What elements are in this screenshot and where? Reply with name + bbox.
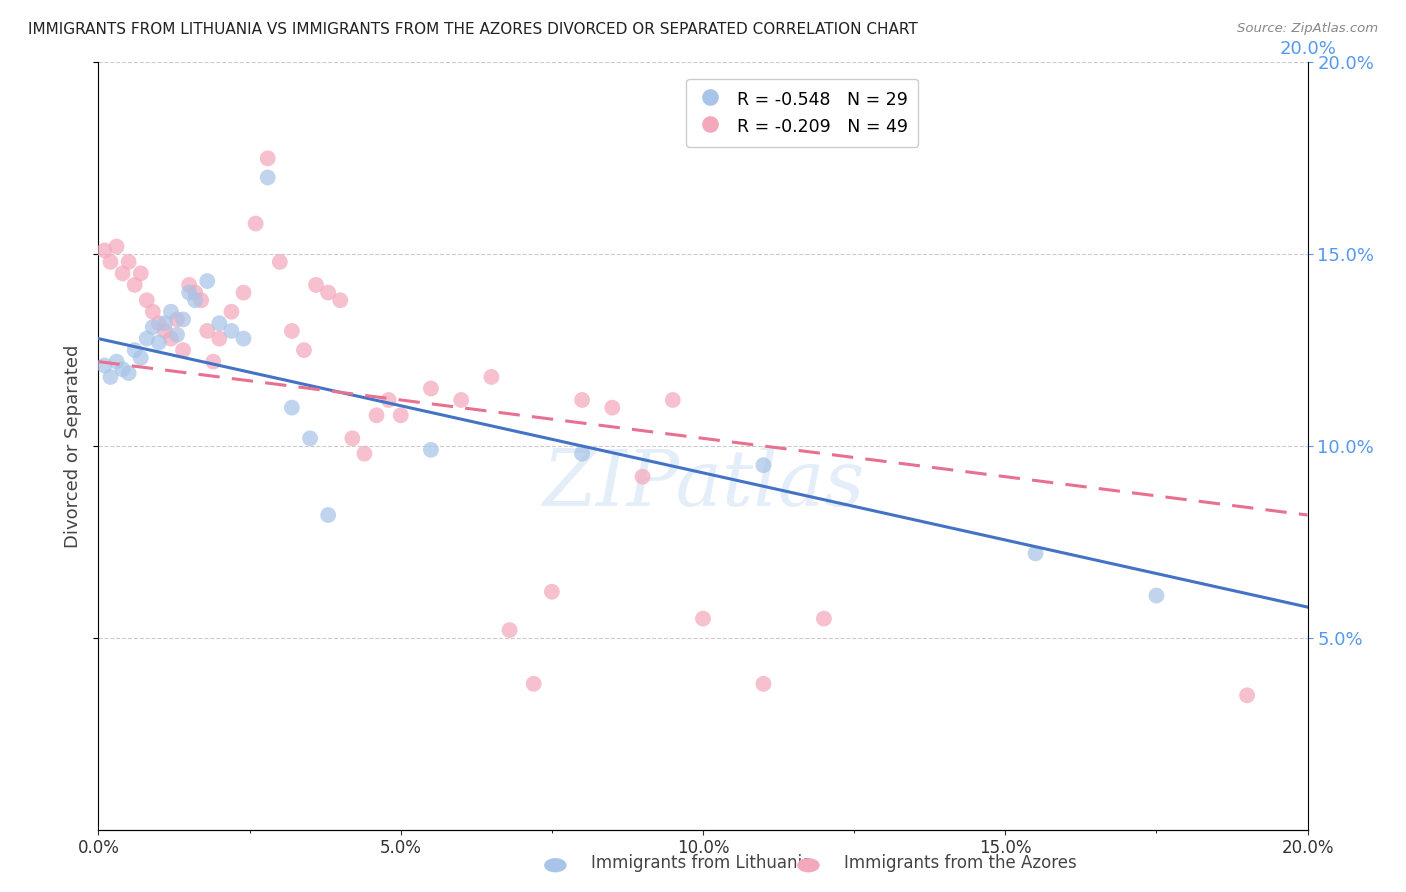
Point: [256, 152, 278, 166]
Point: [752, 677, 775, 691]
Point: [1144, 589, 1167, 603]
Point: [166, 312, 188, 326]
Point: [111, 266, 134, 280]
Point: [232, 332, 254, 346]
Point: [190, 293, 212, 308]
Point: [305, 277, 328, 292]
Point: [202, 354, 225, 368]
Point: [389, 409, 412, 423]
Point: [179, 277, 201, 292]
Point: [571, 447, 593, 461]
Point: [93, 244, 115, 258]
Point: [160, 332, 183, 346]
Point: [353, 447, 375, 461]
Point: [316, 285, 339, 300]
Point: [481, 370, 503, 384]
Point: [105, 354, 128, 368]
Point: [208, 316, 231, 330]
Point: [342, 431, 364, 445]
Point: [148, 316, 170, 330]
Point: [256, 170, 278, 185]
Point: [692, 612, 714, 626]
Point: [142, 320, 165, 334]
Point: [195, 324, 218, 338]
Point: [281, 401, 304, 415]
Text: IMMIGRANTS FROM LITHUANIA VS IMMIGRANTS FROM THE AZORES DIVORCED OR SEPARATED CO: IMMIGRANTS FROM LITHUANIA VS IMMIGRANTS …: [28, 22, 918, 37]
Point: [602, 401, 624, 415]
Point: [111, 362, 134, 376]
Point: [153, 316, 176, 330]
Point: [129, 351, 152, 365]
Point: [129, 266, 152, 280]
Point: [661, 392, 683, 407]
Point: [752, 458, 775, 473]
Point: [195, 274, 218, 288]
Point: [316, 508, 339, 522]
Point: [450, 392, 472, 407]
Point: [269, 255, 291, 269]
Point: [172, 343, 194, 358]
Point: [245, 217, 267, 231]
Point: [1236, 689, 1258, 703]
Point: [179, 285, 201, 300]
Point: [813, 612, 835, 626]
Point: [292, 343, 315, 358]
Point: [221, 324, 243, 338]
Point: [100, 255, 122, 269]
Point: [160, 305, 183, 319]
Point: [299, 431, 322, 445]
Point: [118, 255, 141, 269]
Point: [420, 382, 443, 396]
Point: [135, 293, 157, 308]
Point: [366, 409, 388, 423]
Point: [420, 442, 443, 457]
Point: [135, 332, 157, 346]
Point: [221, 305, 243, 319]
Point: [166, 327, 188, 342]
Point: [148, 335, 170, 350]
Point: [93, 359, 115, 373]
Point: [329, 293, 352, 308]
Point: [631, 469, 654, 483]
Legend: R = -0.548   N = 29, R = -0.209   N = 49: R = -0.548 N = 29, R = -0.209 N = 49: [686, 78, 918, 146]
Text: Immigrants from the Azores: Immigrants from the Azores: [844, 855, 1077, 872]
Point: [377, 392, 399, 407]
Point: [184, 285, 207, 300]
Text: ZIPatlas: ZIPatlas: [541, 446, 865, 523]
Point: [1024, 546, 1046, 560]
Point: [571, 392, 593, 407]
Point: [124, 343, 146, 358]
Point: [540, 584, 562, 599]
Point: [118, 366, 141, 380]
Point: [124, 277, 146, 292]
Point: [208, 332, 231, 346]
Point: [142, 305, 165, 319]
Point: [100, 370, 122, 384]
Text: Immigrants from Lithuania: Immigrants from Lithuania: [591, 855, 811, 872]
Point: [172, 312, 194, 326]
Point: [184, 293, 207, 308]
Point: [232, 285, 254, 300]
Point: [105, 239, 128, 253]
Point: [281, 324, 304, 338]
Text: Source: ZipAtlas.com: Source: ZipAtlas.com: [1237, 22, 1378, 36]
Point: [523, 677, 546, 691]
Point: [498, 623, 520, 637]
Point: [153, 324, 176, 338]
Y-axis label: Divorced or Separated: Divorced or Separated: [65, 344, 83, 548]
